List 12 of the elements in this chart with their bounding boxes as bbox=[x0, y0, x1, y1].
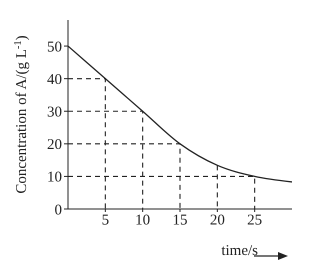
y-tick-label: 0 bbox=[54, 202, 62, 218]
y-tick-label: 40 bbox=[47, 72, 62, 88]
x-tick-label: 5 bbox=[102, 212, 110, 229]
x-tick-label: 20 bbox=[210, 212, 225, 229]
x-tick-label: 15 bbox=[172, 212, 188, 229]
y-tick-label: 30 bbox=[47, 104, 62, 121]
x-axis-title: time/s bbox=[221, 243, 258, 259]
y-tick-label: 10 bbox=[47, 170, 62, 186]
y-tick-label: 50 bbox=[47, 39, 62, 56]
y-tick-label: 20 bbox=[47, 137, 62, 154]
x-tick-label: 25 bbox=[247, 212, 262, 229]
x-tick-label: 10 bbox=[135, 212, 150, 229]
